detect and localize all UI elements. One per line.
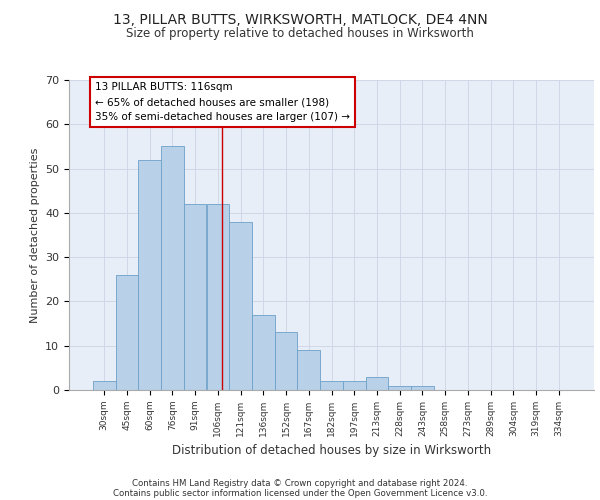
Bar: [275, 332, 298, 390]
Bar: [229, 222, 252, 390]
Text: Contains HM Land Registry data © Crown copyright and database right 2024.: Contains HM Land Registry data © Crown c…: [132, 478, 468, 488]
Bar: [161, 146, 184, 390]
Text: 13 PILLAR BUTTS: 116sqm
← 65% of detached houses are smaller (198)
35% of semi-d: 13 PILLAR BUTTS: 116sqm ← 65% of detache…: [95, 82, 350, 122]
Bar: [184, 204, 206, 390]
Bar: [388, 386, 411, 390]
Bar: [116, 275, 139, 390]
Text: Size of property relative to detached houses in Wirksworth: Size of property relative to detached ho…: [126, 28, 474, 40]
Bar: [139, 160, 161, 390]
Text: Contains public sector information licensed under the Open Government Licence v3: Contains public sector information licen…: [113, 488, 487, 498]
Bar: [252, 314, 275, 390]
Bar: [365, 376, 388, 390]
Bar: [343, 381, 365, 390]
Text: 13, PILLAR BUTTS, WIRKSWORTH, MATLOCK, DE4 4NN: 13, PILLAR BUTTS, WIRKSWORTH, MATLOCK, D…: [113, 12, 487, 26]
Bar: [320, 381, 343, 390]
Y-axis label: Number of detached properties: Number of detached properties: [29, 148, 40, 322]
Bar: [206, 204, 229, 390]
Bar: [411, 386, 434, 390]
Bar: [93, 381, 116, 390]
Bar: [298, 350, 320, 390]
X-axis label: Distribution of detached houses by size in Wirksworth: Distribution of detached houses by size …: [172, 444, 491, 458]
